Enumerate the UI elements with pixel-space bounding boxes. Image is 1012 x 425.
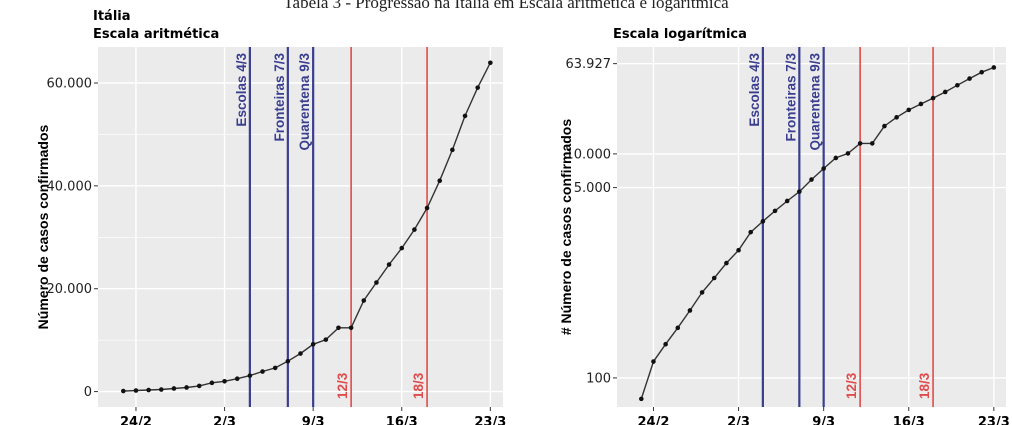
data-point: [942, 89, 948, 95]
chart-title-arithmetic: Escala aritmética: [93, 27, 220, 42]
data-point: [171, 386, 177, 391]
data-point: [399, 245, 405, 251]
data-point: [323, 337, 329, 342]
data-point: [146, 387, 151, 393]
data-point: [663, 341, 668, 347]
reference-line-label: Quarentena 9/3: [297, 53, 312, 151]
x-tick-label: 2/3: [727, 415, 750, 425]
reference-line-label: Quarentena 9/3: [808, 53, 823, 151]
data-point: [298, 351, 303, 356]
x-tick-label: 2/3: [213, 415, 236, 425]
data-point: [639, 396, 644, 402]
data-point: [882, 123, 887, 129]
plot-panel: [617, 47, 1006, 407]
data-point: [222, 378, 227, 384]
data-point: [955, 82, 960, 88]
reference-line-label: Fronteiras 7/3: [783, 53, 798, 142]
data-point: [475, 85, 480, 90]
data-point: [894, 115, 899, 120]
x-tick-label: 9/3: [812, 415, 835, 425]
data-point: [386, 262, 392, 267]
reference-line-label: Escolas 4/3: [747, 53, 762, 127]
data-point: [675, 325, 681, 331]
data-point: [488, 60, 493, 66]
data-point: [845, 151, 851, 156]
x-tick-label: 9/3: [302, 415, 325, 425]
country-label: Itália: [93, 9, 131, 24]
data-point: [760, 219, 766, 224]
data-point: [991, 65, 997, 70]
data-point: [711, 275, 717, 281]
reference-line-label: 18/3: [411, 372, 426, 399]
data-point: [687, 308, 693, 313]
data-point: [374, 280, 379, 285]
data-point: [272, 365, 278, 371]
y-axis-label: Número de casos confirmados: [35, 124, 51, 329]
y-tick-label: 10.000: [566, 147, 612, 162]
x-tick-label: 23/3: [978, 415, 1010, 425]
data-point: [967, 76, 972, 81]
reference-line-label: Escolas 4/3: [234, 53, 249, 127]
reference-line-label: 18/3: [917, 372, 932, 399]
data-point: [809, 177, 814, 182]
chart-title-logarithmic: Escala logarítmica: [613, 27, 747, 42]
y-tick-label: 20.000: [47, 282, 93, 297]
data-point: [906, 107, 912, 113]
data-point: [361, 298, 367, 303]
data-point: [310, 341, 316, 347]
data-point: [930, 95, 936, 101]
y-tick-label: 5.000: [574, 181, 611, 196]
y-tick-label: 60.000: [47, 77, 93, 92]
x-tick-label: 16/3: [893, 415, 925, 425]
data-point: [651, 359, 656, 364]
figure-caption: Tabela 3 - Progressão na Itália em Escal…: [283, 0, 729, 12]
data-point: [450, 147, 455, 153]
data-point: [247, 373, 253, 378]
data-point: [412, 227, 417, 232]
data-point: [821, 166, 826, 171]
data-point: [918, 101, 924, 107]
data-point: [979, 69, 984, 75]
x-tick-label: 24/2: [120, 415, 152, 425]
y-tick-label: 100: [586, 371, 611, 386]
data-point: [437, 178, 443, 184]
data-point: [234, 376, 240, 382]
data-point: [336, 325, 341, 331]
data-point: [462, 113, 468, 119]
x-tick-label: 24/2: [638, 415, 670, 425]
data-point: [833, 155, 839, 161]
x-tick-label: 16/3: [386, 415, 418, 425]
data-point: [348, 325, 354, 331]
data-point: [424, 205, 430, 211]
data-point: [184, 385, 189, 390]
y-axis-label: # Número de casos confirmados: [558, 119, 574, 336]
data-point: [285, 358, 291, 364]
plot-panel: [98, 47, 503, 407]
y-tick-label: 40.000: [47, 179, 93, 194]
reference-line-label: Fronteiras 7/3: [272, 53, 287, 142]
data-point: [784, 198, 790, 204]
y-tick-label: 0: [84, 385, 92, 400]
data-point: [699, 290, 705, 295]
reference-line-label: 12/3: [844, 372, 859, 399]
data-point: [857, 141, 863, 146]
data-point: [724, 260, 729, 266]
data-point: [158, 387, 164, 392]
data-point: [748, 229, 754, 235]
y-tick-label: 63.927: [566, 57, 612, 72]
reference-line-label: 12/3: [335, 372, 350, 399]
data-point: [797, 189, 802, 194]
data-point: [121, 388, 126, 394]
x-tick-label: 23/3: [474, 415, 506, 425]
data-point: [736, 247, 741, 253]
data-point: [772, 208, 778, 214]
data-point: [133, 388, 139, 393]
arithmetic-chart: Escolas 4/3 Fronteiras 7/3 Quarentena 9/3 1…: [35, 47, 506, 425]
data-point: [209, 380, 215, 386]
data-point: [196, 383, 202, 389]
data-point: [260, 369, 265, 374]
data-point: [869, 141, 875, 146]
